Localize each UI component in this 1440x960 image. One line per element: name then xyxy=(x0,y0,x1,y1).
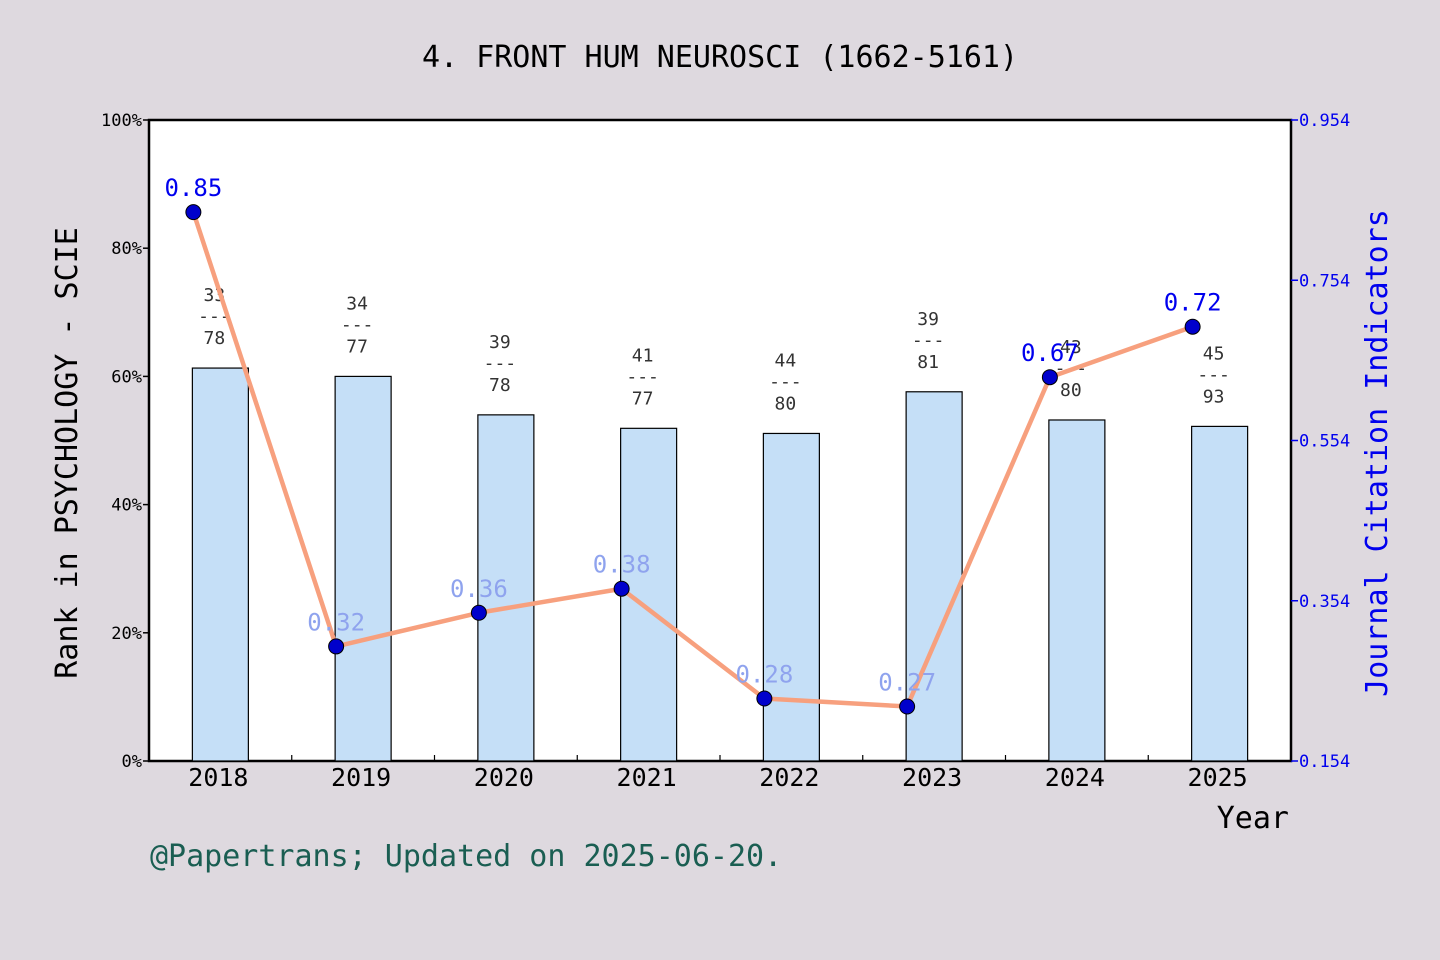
rank-label-2025-sep: --- xyxy=(1197,364,1230,385)
rank-label-2022-sep: --- xyxy=(769,371,802,392)
rank-label-2023-total: 81 xyxy=(917,352,939,373)
left-y-axis: 0% 20% 40% 60% 80% 100% xyxy=(101,111,149,772)
jci-line xyxy=(191,209,1195,709)
jci-label-2024: 0.67 xyxy=(1021,339,1079,367)
x-tick-label-2025: 2025 xyxy=(1188,763,1248,792)
jci-point-2021 xyxy=(613,580,630,597)
right-y-axis-label: Journal Citation Indicators xyxy=(1360,209,1395,697)
jci-label-2021: 0.38 xyxy=(593,551,651,579)
footer-credit: @Papertrans; Updated on 2025-06-20. xyxy=(150,839,782,874)
left-tick-label-0: 0% xyxy=(122,752,142,772)
jci-line-series xyxy=(185,204,1201,715)
right-tick-label-0: 0.154 xyxy=(1299,752,1350,772)
left-tick-label-2: 40% xyxy=(111,496,142,516)
jci-label-2025: 0.72 xyxy=(1164,289,1222,317)
x-tick-label-2020: 2020 xyxy=(474,763,534,792)
jci-label-2023: 0.27 xyxy=(878,669,936,697)
left-tick-label-4: 80% xyxy=(111,239,142,259)
x-tick-label-2024: 2024 xyxy=(1045,763,1105,792)
jci-point-2018 xyxy=(185,204,202,221)
bar-2019 xyxy=(334,375,392,762)
jci-point-2019 xyxy=(328,638,345,655)
rank-label-2021-rank: 41 xyxy=(632,345,654,366)
x-tick-label-2019: 2019 xyxy=(331,763,391,792)
rank-label-2022-total: 80 xyxy=(775,393,797,414)
jci-point-2020 xyxy=(470,604,487,621)
left-tick-label-5: 100% xyxy=(101,111,142,131)
x-axis-label: Year xyxy=(1217,801,1289,836)
rank-label-2024-rank: 43 xyxy=(1060,337,1082,358)
right-tick-label-1: 0.354 xyxy=(1299,592,1350,612)
jci-point-2022 xyxy=(756,690,773,707)
rank-label-2021-total: 77 xyxy=(632,388,654,409)
x-tick-label-2022: 2022 xyxy=(759,763,819,792)
jci-label-2018: 0.85 xyxy=(164,174,222,202)
rank-label-2023-rank: 39 xyxy=(917,309,939,330)
right-tick-label-4: 0.954 xyxy=(1299,111,1350,131)
left-y-axis-label: Rank in PSYCHOLOGY - SCIE xyxy=(50,227,85,679)
bar-2022 xyxy=(762,432,820,762)
bar-2024 xyxy=(1048,419,1106,762)
right-tick-label-3: 0.754 xyxy=(1299,271,1350,291)
rank-label-2019-rank: 34 xyxy=(346,293,368,314)
left-tick-label-1: 20% xyxy=(111,624,142,644)
bar-2023 xyxy=(905,391,963,762)
jci-label-2019: 0.32 xyxy=(307,608,365,636)
rank-label-2020-rank: 39 xyxy=(489,332,511,353)
rank-label-2022-rank: 44 xyxy=(775,350,797,371)
bar-2025 xyxy=(1191,425,1249,762)
bar-2020 xyxy=(477,414,535,762)
right-tick-label-2: 0.554 xyxy=(1299,432,1350,452)
left-tick-label-3: 60% xyxy=(111,367,142,387)
jci-label-2022: 0.28 xyxy=(735,661,793,689)
rank-label-2021-sep: --- xyxy=(626,366,659,387)
rank-label-2024-total: 80 xyxy=(1060,380,1082,401)
rank-label-2019-sep: --- xyxy=(341,314,374,335)
rank-label-2020-sep: --- xyxy=(484,353,517,374)
rank-label-2018-total: 78 xyxy=(204,328,226,349)
x-axis: 2018 2019 2020 2021 2022 2023 2024 2025 xyxy=(148,755,1292,792)
jci-point-2025 xyxy=(1184,318,1201,335)
jci-point-2023 xyxy=(899,698,916,715)
x-tick-label-2021: 2021 xyxy=(617,763,677,792)
rank-label-2025-rank: 45 xyxy=(1203,343,1225,364)
rank-label-2018-sep: --- xyxy=(198,306,231,327)
right-y-axis: 0.154 0.354 0.554 0.754 0.954 xyxy=(1291,111,1350,772)
rank-label-2019-total: 77 xyxy=(346,336,368,357)
jci-label-2020: 0.36 xyxy=(450,575,508,603)
rank-label-2023-sep: --- xyxy=(912,330,945,351)
jci-point-2024 xyxy=(1041,369,1058,386)
x-tick-label-2023: 2023 xyxy=(902,763,962,792)
rank-label-2020-total: 78 xyxy=(489,375,511,396)
rank-label-2025-total: 93 xyxy=(1203,386,1225,407)
bar-2018 xyxy=(191,367,249,762)
jci-value-labels: 0.85 0.32 0.36 0.38 0.28 0.27 0.67 0.72 xyxy=(164,174,1221,696)
chart-title: 4. FRONT HUM NEUROSCI (1662-5161) xyxy=(422,40,1018,75)
bar-series xyxy=(191,367,1249,762)
x-tick-label-2018: 2018 xyxy=(188,763,248,792)
